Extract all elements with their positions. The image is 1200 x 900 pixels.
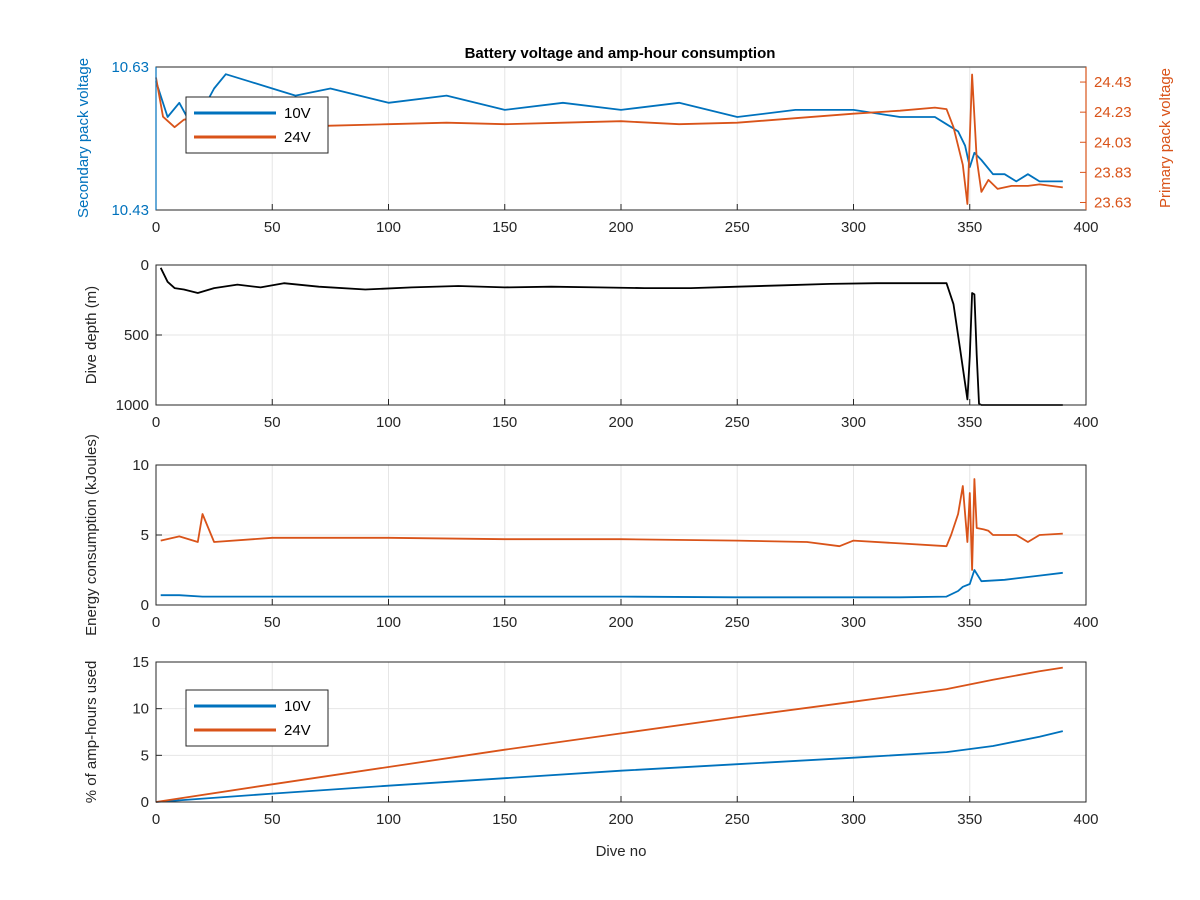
y-tick-label: 500: [124, 327, 149, 344]
legend-box: [185, 689, 329, 747]
legend-label-24v: 24V: [284, 129, 311, 146]
y-right-tick-label: 23.83: [1094, 164, 1132, 181]
series-line-1: [159, 267, 1063, 406]
x-tick-label: 250: [725, 614, 750, 631]
y-axis-label: Energy consumption (kJoules): [83, 434, 100, 636]
figure-title: Battery voltage and amp-hour consumption: [465, 45, 776, 62]
y-tick-label: 0: [141, 597, 149, 614]
y-tick-label: 15: [132, 654, 149, 671]
x-tick-label: 100: [376, 614, 401, 631]
x-tick-label: 350: [957, 414, 982, 431]
axes-box: [155, 661, 1087, 803]
y-tick-label: 10: [132, 457, 149, 474]
y-right-tick-label: 23.63: [1094, 194, 1132, 211]
y-right-tick-label: 24.43: [1094, 74, 1132, 91]
x-tick-label: 100: [376, 414, 401, 431]
x-tick-label: 150: [492, 811, 517, 828]
series-line-10v: [155, 73, 1063, 183]
legend-box: [185, 96, 329, 154]
x-tick-label: 300: [841, 811, 866, 828]
subplot-1: 0 50 100 150 200 250 300 350 400 10.43 10.63 23.63 2…: [75, 58, 1174, 236]
y-tick-label: 5: [141, 747, 149, 764]
y-tick-label: 10.63: [111, 59, 149, 76]
x-tick-label: 250: [725, 219, 750, 236]
x-tick-label: 200: [608, 414, 633, 431]
x-axis-label: Dive no: [596, 843, 647, 860]
subplot-3: 0 50 100 150 200 250 300 350 400 0 5 10 Energy consu…: [83, 434, 1099, 636]
x-tick-label: 50: [264, 219, 281, 236]
y-tick-label: 1000: [116, 397, 149, 414]
axes-box: [155, 464, 1087, 606]
y-right-axis-label: Primary pack voltage: [1157, 68, 1174, 208]
axes-box: [155, 264, 1087, 406]
x-tick-label: 300: [841, 219, 866, 236]
x-tick-label: 300: [841, 414, 866, 431]
series-line-2: [160, 569, 1063, 599]
x-tick-label: 100: [376, 219, 401, 236]
y-tick-label: 0: [141, 257, 149, 274]
x-tick-label: 400: [1073, 219, 1098, 236]
x-tick-label: 0: [152, 811, 160, 828]
y-tick-label: 10: [132, 701, 149, 718]
x-tick-label: 150: [492, 219, 517, 236]
series-line-10v: [155, 730, 1064, 803]
x-tick-label: 350: [957, 219, 982, 236]
legend-label-10v: 10V: [284, 105, 311, 122]
series-line-1: [160, 478, 1063, 571]
legend-label-10v: 10V: [284, 698, 311, 715]
x-tick-label: 300: [841, 614, 866, 631]
x-tick-label: 250: [725, 414, 750, 431]
y-tick-label: 0: [141, 794, 149, 811]
x-tick-label: 200: [608, 219, 633, 236]
y-tick-label: 5: [141, 527, 149, 544]
x-tick-label: 0: [152, 414, 160, 431]
x-tick-label: 150: [492, 414, 517, 431]
x-tick-label: 400: [1073, 811, 1098, 828]
x-tick-label: 250: [725, 811, 750, 828]
x-tick-label: 0: [152, 614, 160, 631]
y-right-tick-label: 24.03: [1094, 134, 1132, 151]
y-axis-label: Secondary pack voltage: [75, 58, 92, 218]
y-right-tick-label: 24.23: [1094, 104, 1132, 121]
x-tick-label: 50: [264, 811, 281, 828]
x-tick-label: 200: [608, 811, 633, 828]
subplot-2: 0 50 100 150 200 250 300 350 400 0 500 1000 Dive dep…: [83, 257, 1099, 431]
x-tick-label: 400: [1073, 414, 1098, 431]
y-axis-label: % of amp-hours used: [83, 661, 100, 804]
x-tick-label: 350: [957, 614, 982, 631]
x-tick-label: 50: [264, 614, 281, 631]
x-tick-label: 200: [608, 614, 633, 631]
series-line-24v: [155, 666, 1063, 803]
y-tick-label: 10.43: [111, 202, 149, 219]
x-tick-label: 400: [1073, 614, 1098, 631]
x-tick-label: 0: [152, 219, 160, 236]
x-tick-label: 50: [264, 414, 281, 431]
subplot-4: 0 50 100 150 200 250 300 350 400 0 5 10 15 % of amp-h…: [83, 654, 1099, 860]
legend-label-24v: 24V: [284, 722, 311, 739]
y-axis-label: Dive depth (m): [83, 286, 100, 384]
x-tick-label: 100: [376, 811, 401, 828]
x-tick-label: 150: [492, 614, 517, 631]
x-tick-label: 350: [957, 811, 982, 828]
